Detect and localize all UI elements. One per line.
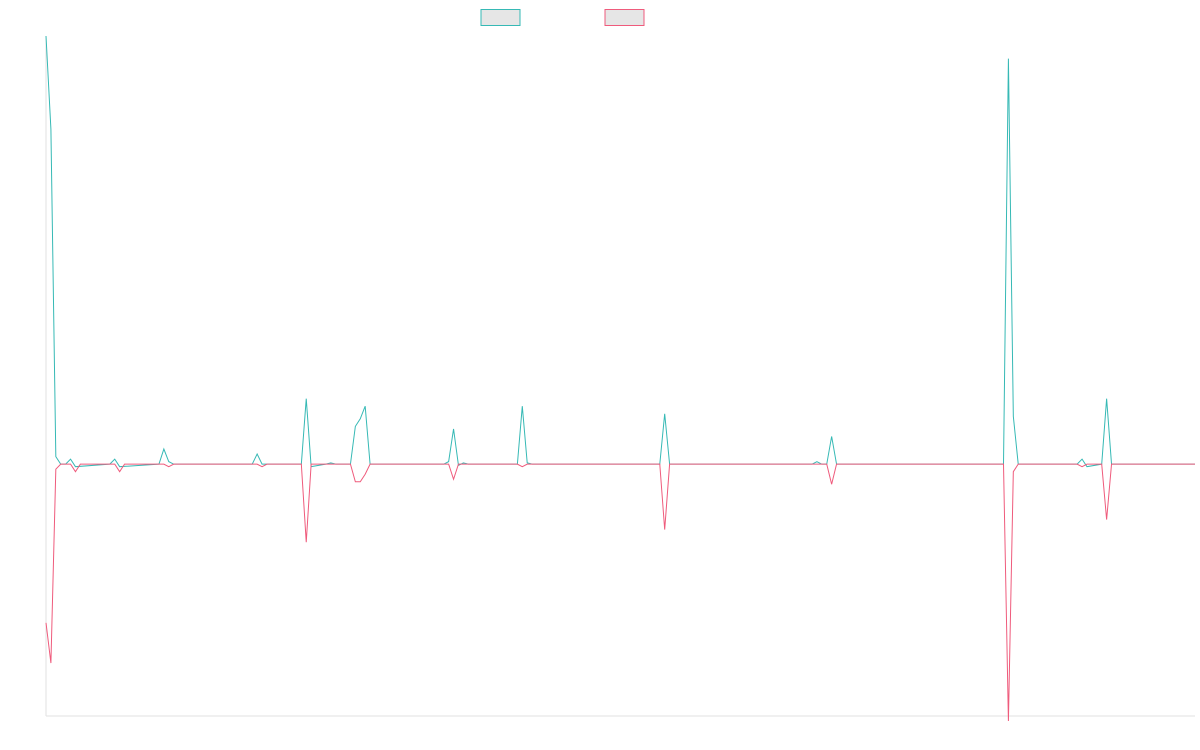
series-line-1 xyxy=(45,35,1195,468)
series-line-2 xyxy=(45,463,1195,722)
legend-swatch-2[interactable] xyxy=(604,9,645,26)
legend-swatch-1[interactable] xyxy=(480,9,521,26)
